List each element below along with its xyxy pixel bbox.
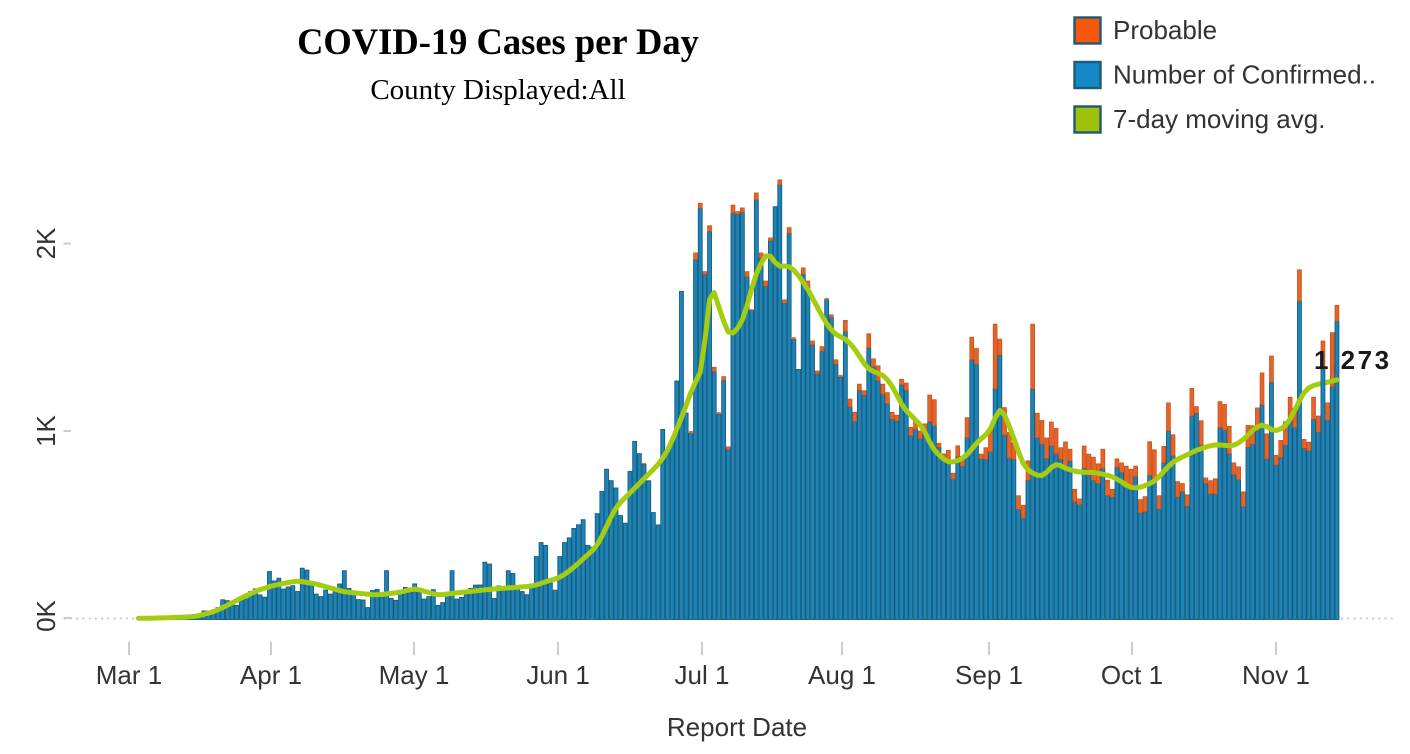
svg-text:Mar 1: Mar 1: [96, 660, 162, 690]
svg-text:1K: 1K: [31, 414, 61, 446]
svg-text:Oct 1: Oct 1: [1101, 660, 1163, 690]
svg-text:Number of Confirmed..: Number of Confirmed..: [1113, 60, 1376, 90]
svg-text:Jul 1: Jul 1: [675, 660, 730, 690]
svg-text:2K: 2K: [31, 227, 61, 259]
svg-text:County Displayed:All: County Displayed:All: [370, 74, 625, 106]
svg-text:1,273: 1,273: [1314, 345, 1392, 375]
svg-text:7-day moving avg.: 7-day moving avg.: [1113, 104, 1325, 134]
svg-text:Aug 1: Aug 1: [808, 660, 876, 690]
svg-text:May 1: May 1: [379, 660, 450, 690]
svg-text:COVID-19 Cases per Day: COVID-19 Cases per Day: [297, 21, 699, 62]
svg-text:Jun 1: Jun 1: [526, 660, 590, 690]
svg-text:Nov 1: Nov 1: [1242, 660, 1310, 690]
svg-text:Report Date: Report Date: [667, 712, 807, 742]
svg-text:Apr 1: Apr 1: [240, 660, 302, 690]
svg-text:Probable: Probable: [1113, 15, 1217, 45]
svg-text:Sep 1: Sep 1: [955, 660, 1023, 690]
svg-text:0K: 0K: [31, 599, 61, 631]
